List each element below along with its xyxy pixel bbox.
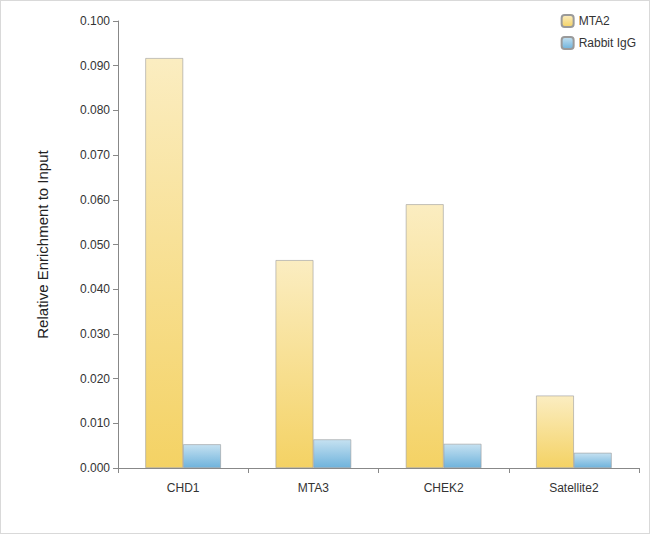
svg-text:Relative Enrichment to Input: Relative Enrichment to Input: [34, 149, 51, 338]
svg-text:0.040: 0.040: [80, 282, 110, 296]
svg-text:0.090: 0.090: [80, 59, 110, 73]
svg-text:0.050: 0.050: [80, 238, 110, 252]
svg-text:0.060: 0.060: [80, 193, 110, 207]
svg-text:0.030: 0.030: [80, 327, 110, 341]
svg-text:Satellite2: Satellite2: [549, 481, 599, 495]
svg-text:CHEK2: CHEK2: [424, 481, 464, 495]
svg-text:0.020: 0.020: [80, 372, 110, 386]
svg-text:0.080: 0.080: [80, 103, 110, 117]
svg-text:MTA3: MTA3: [298, 481, 329, 495]
svg-text:CHD1: CHD1: [167, 481, 200, 495]
svg-text:0.000: 0.000: [80, 461, 110, 475]
svg-text:0.100: 0.100: [80, 14, 110, 28]
svg-text:MTA2: MTA2: [579, 14, 610, 28]
svg-text:0.070: 0.070: [80, 148, 110, 162]
svg-text:0.010: 0.010: [80, 416, 110, 430]
svg-text:Rabbit IgG: Rabbit IgG: [579, 36, 636, 50]
